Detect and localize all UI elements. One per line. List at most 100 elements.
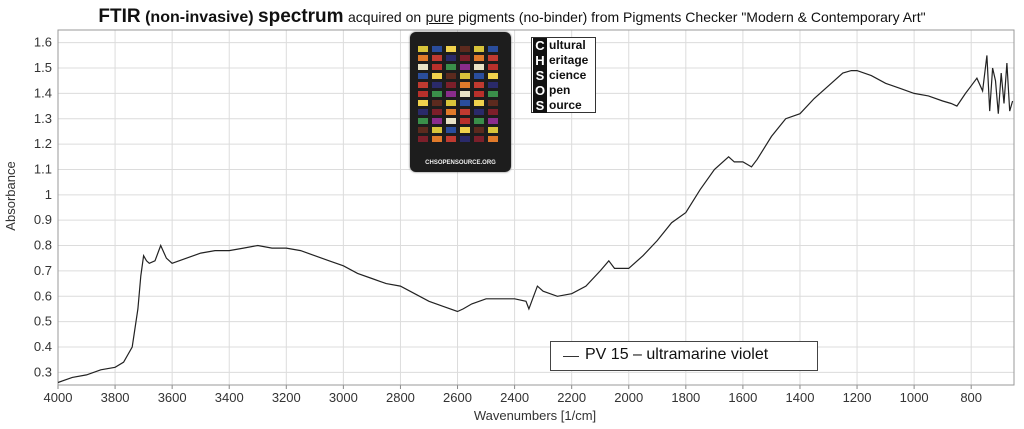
pigment-swatch — [446, 46, 456, 52]
pigment-swatch — [432, 64, 442, 70]
pigment-swatch — [460, 109, 470, 115]
chs-open-source-logo: C ultural H eritage S cience O pen S our… — [531, 37, 596, 113]
x-axis-ticks: 4000 3800 3600 3400 3200 3000 2800 2600 2400 2200… — [44, 385, 982, 405]
pigment-swatch — [488, 64, 498, 70]
plot-area-frame — [57, 29, 1015, 386]
logo-row: S ource — [532, 98, 597, 113]
pigment-swatch — [418, 109, 428, 115]
x-tick-label: 4000 — [44, 390, 73, 405]
x-tick-label: 3200 — [272, 390, 301, 405]
x-tick-label: 3800 — [101, 390, 130, 405]
pigment-swatch — [488, 127, 498, 133]
y-tick-label: 0.5 — [34, 314, 52, 329]
pigment-swatch — [418, 136, 428, 142]
pigment-swatch — [446, 109, 456, 115]
title-word: spectrum — [258, 6, 344, 27]
x-axis-label: Wavenumbers [1/cm] — [474, 408, 596, 423]
y-axis-ticks: 0.3 0.4 0.5 0.6 0.7 0.8 0.9 1 1.1 1.2 1.3 1.4 1.5 1.6 — [34, 35, 52, 380]
pigment-swatch — [488, 91, 498, 97]
pigment-swatch — [474, 46, 484, 52]
pigment-swatch — [446, 91, 456, 97]
pigment-swatch — [446, 55, 456, 61]
x-tick-label: 1800 — [671, 390, 700, 405]
title-main: FTIR — [98, 6, 141, 27]
title-post: pigments (no-binder) from Pigments Check… — [458, 9, 926, 25]
x-tick-label: 1000 — [900, 390, 929, 405]
y-tick-label: 1.1 — [34, 161, 52, 176]
pigment-swatch — [418, 46, 428, 52]
logo-letter: O — [533, 83, 547, 98]
y-tick-label: 1.2 — [34, 136, 52, 151]
x-tick-label: 2000 — [614, 390, 643, 405]
x-tick-label: 2400 — [500, 390, 529, 405]
pigment-swatch — [418, 82, 428, 88]
pigment-swatch — [446, 127, 456, 133]
legend-line-swatch — [563, 356, 579, 357]
pigment-swatch — [474, 127, 484, 133]
logo-word: ource — [549, 98, 582, 112]
spectrum-line-pv15 — [57, 55, 1014, 384]
chart-title: FTIR (non-invasive) spectrum acquired on… — [0, 6, 1024, 28]
pigment-swatch — [488, 55, 498, 61]
pigment-swatch — [488, 46, 498, 52]
pigment-swatch — [460, 55, 470, 61]
pigment-swatch — [418, 64, 428, 70]
x-tick-label: 1400 — [786, 390, 815, 405]
pigment-swatch — [474, 100, 484, 106]
pigment-swatch — [432, 136, 442, 142]
pigment-swatch — [418, 55, 428, 61]
pigment-swatch — [446, 136, 456, 142]
pigment-swatch — [446, 73, 456, 79]
pigment-swatch — [446, 82, 456, 88]
pigment-swatch — [474, 109, 484, 115]
pigment-swatch — [474, 55, 484, 61]
pigment-swatch — [460, 118, 470, 124]
legend-label: PV 15 – ultramarine violet — [585, 346, 769, 363]
logo-word: cience — [549, 68, 587, 82]
x-tick-label: 2200 — [557, 390, 586, 405]
x-tick-label: 2600 — [443, 390, 472, 405]
y-tick-label: 1.5 — [34, 60, 52, 75]
pigment-swatch — [460, 100, 470, 106]
pigments-checker-card-image: CHSOPENSOURCE.ORG — [410, 32, 511, 172]
pigment-swatch — [418, 91, 428, 97]
pigment-swatch — [474, 82, 484, 88]
x-tick-label: 3600 — [158, 390, 187, 405]
pigment-swatch — [432, 127, 442, 133]
logo-letter: H — [533, 53, 547, 68]
pigment-swatch — [474, 118, 484, 124]
y-axis-label: Absorbance — [3, 161, 18, 230]
pigment-swatch — [432, 82, 442, 88]
pigment-swatch — [474, 64, 484, 70]
legend: PV 15 – ultramarine violet — [550, 341, 818, 371]
x-tick-label: 1600 — [728, 390, 757, 405]
pigment-swatch — [474, 91, 484, 97]
pigment-swatch — [474, 136, 484, 142]
pigment-swatch — [432, 109, 442, 115]
pigment-swatch — [432, 118, 442, 124]
y-tick-label: 1.6 — [34, 35, 52, 50]
card-footer-text: CHSOPENSOURCE.ORG — [425, 160, 496, 166]
x-tick-label: 3000 — [329, 390, 358, 405]
logo-row: H eritage — [532, 53, 597, 68]
pigment-swatch — [446, 64, 456, 70]
pigment-swatch — [418, 127, 428, 133]
y-tick-label: 1.3 — [34, 111, 52, 126]
x-tick-label: 3400 — [215, 390, 244, 405]
logo-word: pen — [549, 83, 571, 97]
title-underlined: pure — [425, 9, 454, 25]
pigment-swatch — [446, 100, 456, 106]
pigment-swatch — [418, 73, 428, 79]
pigment-swatch — [488, 118, 498, 124]
pigment-swatch — [418, 118, 428, 124]
x-tick-label: 800 — [960, 390, 982, 405]
title-pre: acquired on — [348, 9, 422, 25]
y-tick-label: 1.4 — [34, 85, 52, 100]
pigment-swatch — [432, 91, 442, 97]
title-qualifier: (non-invasive) — [145, 9, 254, 26]
logo-letter: S — [533, 68, 547, 83]
y-tick-label: 0.8 — [34, 238, 52, 253]
y-tick-label: 0.7 — [34, 263, 52, 278]
y-tick-label: 0.9 — [34, 212, 52, 227]
pigment-swatch — [488, 100, 498, 106]
